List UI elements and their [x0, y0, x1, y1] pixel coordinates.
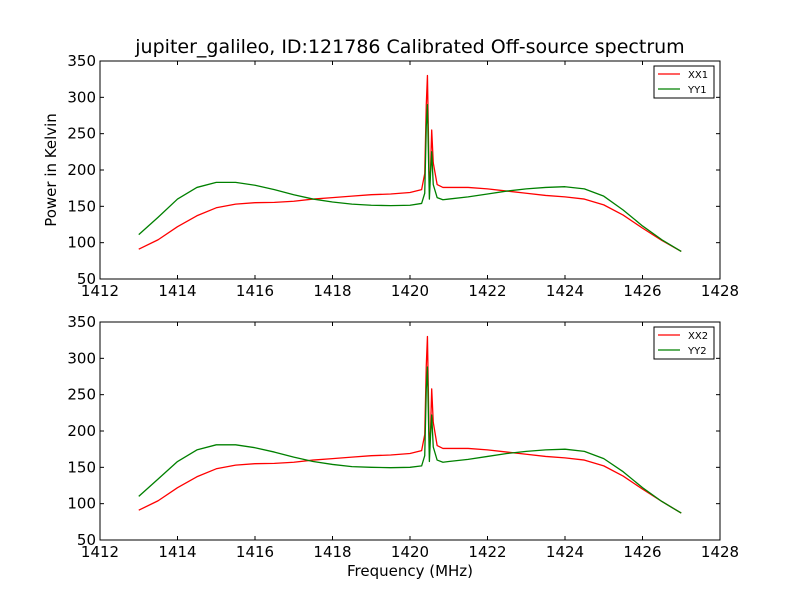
y-tick-label: 150 [67, 197, 96, 215]
series-line-yy1 [138, 103, 682, 252]
x-tick-label: 1418 [313, 282, 351, 300]
y-tick-label: 50 [77, 270, 96, 288]
x-tick-label: 1412 [81, 282, 119, 300]
x-tick-label: 1416 [236, 282, 274, 300]
subplot-1: 1412 1414 1416 1418 1420 1422 1424 1426 1428 50 10… [42, 52, 739, 300]
y-tick-label: 100 [67, 495, 96, 513]
x-tick-label: 1428 [701, 543, 739, 561]
x-tick-label: 1422 [468, 543, 506, 561]
y-tick-label: 300 [67, 88, 96, 106]
series-line-xx1 [138, 74, 682, 252]
x-tick-label: 1420 [391, 282, 429, 300]
y-tick-label: 50 [77, 531, 96, 549]
legend-label-yy1: YY1 [687, 85, 707, 96]
x-tick-label: 1414 [158, 282, 196, 300]
series-line-yy2 [138, 366, 682, 514]
plot-frame [99, 321, 721, 541]
x-tick-label: 1414 [158, 543, 196, 561]
legend-box [653, 326, 715, 360]
x-tick-label: 1412 [81, 543, 119, 561]
y-tick-label: 100 [67, 234, 96, 252]
figure-title: jupiter_galileo, ID:121786 Calibrated Of… [134, 36, 684, 58]
y-tick-label: 250 [67, 386, 96, 404]
plot-frame [99, 60, 721, 280]
x-tick-label: 1428 [701, 282, 739, 300]
x-tick-label: 1426 [623, 543, 661, 561]
x-tick-label: 1418 [313, 543, 351, 561]
legend-label-yy2: YY2 [687, 346, 707, 357]
x-tick-label: 1420 [391, 543, 429, 561]
legend-box [653, 65, 715, 99]
legend-label-xx2: XX2 [688, 331, 708, 342]
y-tick-label: 300 [67, 349, 96, 367]
x-tick-label: 1424 [546, 282, 584, 300]
series-line-xx2 [138, 335, 682, 514]
y-tick-label: 200 [67, 161, 96, 179]
x-tick-label: 1424 [546, 543, 584, 561]
y-tick-label: 350 [67, 313, 96, 331]
y-tick-label: 350 [67, 52, 96, 70]
x-tick-label: 1426 [623, 282, 661, 300]
y-tick-label: 250 [67, 125, 96, 143]
legend-label-xx1: XX1 [688, 70, 708, 81]
y-tick-label: 150 [67, 458, 96, 476]
y-tick-label: 200 [67, 422, 96, 440]
x-axis-label: Frequency (MHz) [347, 562, 473, 580]
y-axis-label: Power in Kelvin [42, 113, 60, 227]
subplot-2: 1412 1414 1416 1418 1420 1422 1424 1426 1428 50 10… [67, 313, 739, 580]
x-tick-label: 1422 [468, 282, 506, 300]
x-tick-label: 1416 [236, 543, 274, 561]
